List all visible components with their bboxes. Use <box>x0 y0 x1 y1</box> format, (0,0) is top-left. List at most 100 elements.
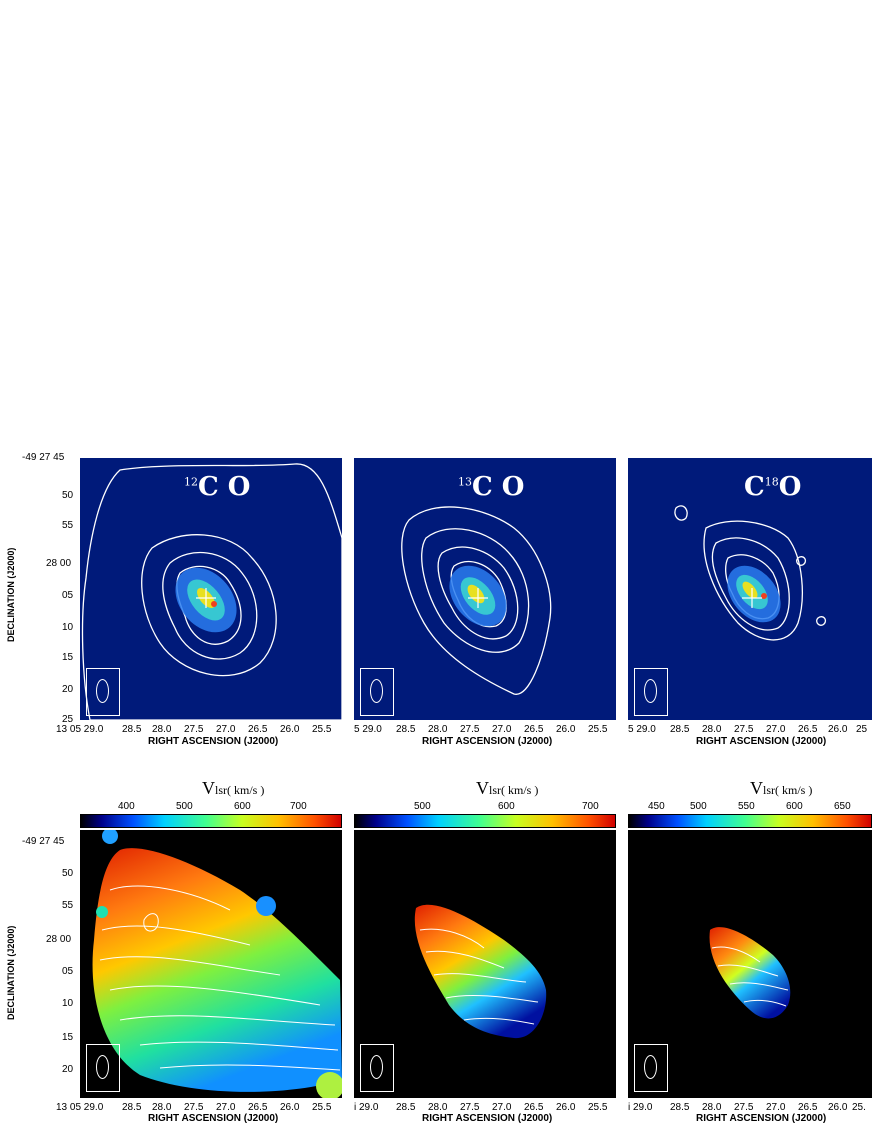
colorbar-tick: 500 <box>690 801 707 812</box>
dec-tick: 55 <box>62 900 74 911</box>
velocity-map-13co <box>414 904 547 1039</box>
dec-tick: 28 00 <box>46 558 72 569</box>
dec-tick: 25 <box>62 714 74 725</box>
beam-box <box>360 668 394 716</box>
ra-tick: 27.5 <box>460 724 480 735</box>
ra-tick: 25 <box>856 724 868 735</box>
ra-tick: 27.0 <box>492 1102 512 1113</box>
dec-tick: 50 <box>62 868 74 879</box>
dec-tick: 20 <box>62 684 74 695</box>
dec-tick: -49 27 45 <box>22 836 65 847</box>
beam-ellipse-icon <box>644 1055 657 1079</box>
dec-axis-label: DECLINATION (J2000) <box>6 925 16 1020</box>
map-panel-c18o: C18O <box>628 458 872 720</box>
ra-tick: 25.5 <box>312 1102 332 1113</box>
molecule-label-12co: 12C O <box>184 472 251 502</box>
ra-tick: 26.0 <box>280 1102 300 1113</box>
colorbar-tick: 500 <box>414 801 431 812</box>
ra-tick: 26.5 <box>248 1102 268 1113</box>
dec-tick: -49 27 45 <box>22 452 65 463</box>
velocity-panel-12co <box>80 830 342 1098</box>
ra-tick: 27.5 <box>184 724 204 735</box>
ra-tick: 25.5 <box>588 724 608 735</box>
ra-tick: 13 05 29.0 <box>56 724 104 735</box>
colorbar-tick: 700 <box>582 801 599 812</box>
ra-tick: 27.5 <box>460 1102 480 1113</box>
ra-tick: 13 05 29.0 <box>56 1102 104 1113</box>
ra-tick: 28.0 <box>428 1102 448 1113</box>
velocity-map-c18o <box>709 927 791 1019</box>
ra-axis-label: RIGHT ASCENSION (J2000) <box>696 736 827 747</box>
ra-tick: 28.5 <box>670 1102 690 1113</box>
velocity-panel-c18o <box>628 830 872 1098</box>
ra-tick: 28.5 <box>396 1102 416 1113</box>
ra-axis-label: RIGHT ASCENSION (J2000) <box>148 736 279 747</box>
ra-tick: 28.5 <box>396 724 416 735</box>
colorbar-title: Vlsr( km/s ) <box>476 778 539 798</box>
ra-tick: 27.5 <box>734 1102 754 1113</box>
ra-tick: 28.0 <box>702 724 722 735</box>
ra-tick: 25.5 <box>312 724 332 735</box>
ra-tick: 25.5 <box>588 1102 608 1113</box>
beam-ellipse-icon <box>370 679 383 703</box>
ra-tick: 26.5 <box>798 724 818 735</box>
contour-map-13co <box>401 506 552 695</box>
ra-tick: 5 29.0 <box>354 724 382 735</box>
dec-tick: 55 <box>62 520 74 531</box>
colorbar-2 <box>354 814 616 828</box>
dec-tick: 15 <box>62 652 74 663</box>
colorbar-3 <box>628 814 872 828</box>
ra-tick: 28.0 <box>152 1102 172 1113</box>
beam-box <box>634 668 668 716</box>
ra-tick: 26.5 <box>248 724 268 735</box>
ra-axis-label: RIGHT ASCENSION (J2000) <box>148 1113 279 1124</box>
ra-tick: 28.5 <box>122 1102 142 1113</box>
ra-tick: 26.0 <box>556 724 576 735</box>
ra-tick: 27.0 <box>766 724 786 735</box>
velocity-panel-13co <box>354 830 616 1098</box>
colorbar-tick: 700 <box>290 801 307 812</box>
contour-map-c18o <box>674 505 827 641</box>
map-panel-12co: 12C O <box>80 458 342 720</box>
dec-tick: 20 <box>62 1064 74 1075</box>
beam-ellipse-icon <box>370 1055 383 1079</box>
dec-tick: 50 <box>62 490 74 501</box>
ra-tick: 25. <box>852 1102 866 1113</box>
dec-tick: 15 <box>62 1032 74 1043</box>
ra-tick: 28.0 <box>702 1102 722 1113</box>
beam-box <box>360 1044 394 1092</box>
ra-tick: 27.0 <box>216 1102 236 1113</box>
colorbar-tick: 600 <box>786 801 803 812</box>
colorbar-tick: 400 <box>118 801 135 812</box>
ra-tick: 5 29.0 <box>628 724 656 735</box>
colorbar-tick: 500 <box>176 801 193 812</box>
dec-tick: 05 <box>62 966 74 977</box>
beam-ellipse-icon <box>644 679 657 703</box>
ra-tick: i 29.0 <box>354 1102 379 1113</box>
ra-tick: 26.5 <box>524 724 544 735</box>
molecule-label-c18o: C18O <box>744 472 802 502</box>
colorbar-tick: 450 <box>648 801 665 812</box>
velocity-map-12co <box>92 830 342 1098</box>
ra-tick: 28.5 <box>670 724 690 735</box>
ra-axis-label: RIGHT ASCENSION (J2000) <box>422 1113 553 1124</box>
contour-map-12co <box>81 463 342 720</box>
beam-box <box>86 1044 120 1092</box>
map-panel-13co: 13C O <box>354 458 616 720</box>
ra-tick: 28.0 <box>152 724 172 735</box>
colorbar-tick: 650 <box>834 801 851 812</box>
colorbar-title: Vlsr( km/s ) <box>750 778 813 798</box>
colorbar-title: Vlsr( km/s ) <box>202 778 265 798</box>
beam-ellipse-icon <box>96 679 109 703</box>
ra-axis-label: RIGHT ASCENSION (J2000) <box>696 1113 827 1124</box>
beam-ellipse-icon <box>96 1055 109 1079</box>
ra-tick: 27.5 <box>184 1102 204 1113</box>
ra-tick: 27.5 <box>734 724 754 735</box>
dec-tick: 10 <box>62 998 74 1009</box>
ra-tick: 26.5 <box>798 1102 818 1113</box>
colorbar-1 <box>80 814 342 828</box>
dec-tick: 28 00 <box>46 934 72 945</box>
beam-box <box>86 668 120 716</box>
dec-tick: 10 <box>62 622 74 633</box>
beam-box <box>634 1044 668 1092</box>
